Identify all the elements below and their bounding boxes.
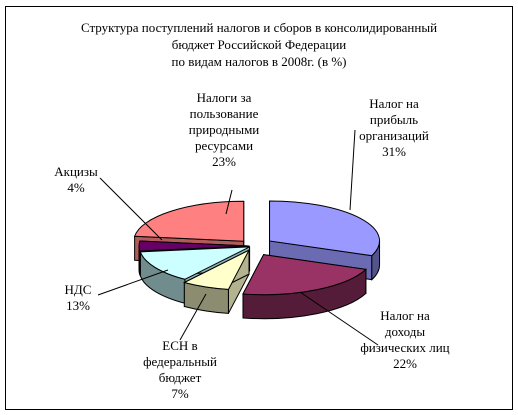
label-unified-social-tax-value: 7% <box>171 386 189 401</box>
label-profit-tax-line-3: организаций <box>359 128 429 143</box>
leader-line-unified-social-tax <box>179 293 207 341</box>
label-personal-income-tax-line-1: Налог на <box>380 308 430 323</box>
chart-title-line-3: по видам налогов в 2008г. (в %) <box>171 54 347 69</box>
label-natural-resources-line-3: природными <box>188 122 260 137</box>
label-profit-tax: Налог на прибыль организаций 31% <box>352 96 436 160</box>
chart-frame <box>5 6 513 410</box>
leader-line-vat <box>97 269 169 296</box>
label-personal-income-tax-line-3: физических лиц <box>360 340 450 355</box>
leader-line-personal-income-tax <box>299 291 379 346</box>
label-excise-value: 4% <box>67 180 85 195</box>
leader-line-profit-tax <box>349 129 356 211</box>
label-profit-tax-line-2: прибыль <box>369 112 419 127</box>
label-unified-social-tax-line-1: ЕСН в <box>162 338 198 353</box>
label-vat-value: 13% <box>66 298 90 313</box>
chart-title-line-1: Структура поступлений налогов и сборов в… <box>80 20 438 35</box>
label-personal-income-tax-value: 22% <box>393 356 417 371</box>
label-natural-resources-line-4: ресурсами <box>194 138 254 153</box>
slice-profit-tax <box>269 200 381 281</box>
label-vat: НДС 13% <box>58 282 98 314</box>
label-personal-income-tax: Налог на доходы физических лиц 22% <box>352 308 458 372</box>
label-profit-tax-line-1: Налог на <box>369 96 419 111</box>
label-unified-social-tax-line-3: бюджет <box>158 370 202 385</box>
label-excise: Акцизы 4% <box>52 164 100 196</box>
label-natural-resources-value: 23% <box>212 154 236 169</box>
leader-line-excise <box>99 177 163 241</box>
label-unified-social-tax-line-2: федеральный <box>143 354 217 369</box>
label-natural-resources-line-1: Налоги за <box>196 90 252 105</box>
label-excise-line-1: Акцизы <box>54 164 98 179</box>
slice-unified-social-tax <box>182 248 251 314</box>
label-natural-resources: Налоги за пользование природными ресурса… <box>174 90 274 170</box>
chart-title-line-2: бюджет Российской Федерации <box>171 37 347 52</box>
label-personal-income-tax-line-2: доходы <box>384 324 426 339</box>
label-unified-social-tax: ЕСН в федеральный бюджет 7% <box>138 338 222 402</box>
label-profit-tax-value: 31% <box>382 144 406 159</box>
slice-personal-income-tax <box>242 254 367 320</box>
label-natural-resources-line-2: пользование <box>189 106 259 121</box>
label-vat-line-1: НДС <box>64 282 92 297</box>
leader-line-natural-resources <box>225 189 233 215</box>
